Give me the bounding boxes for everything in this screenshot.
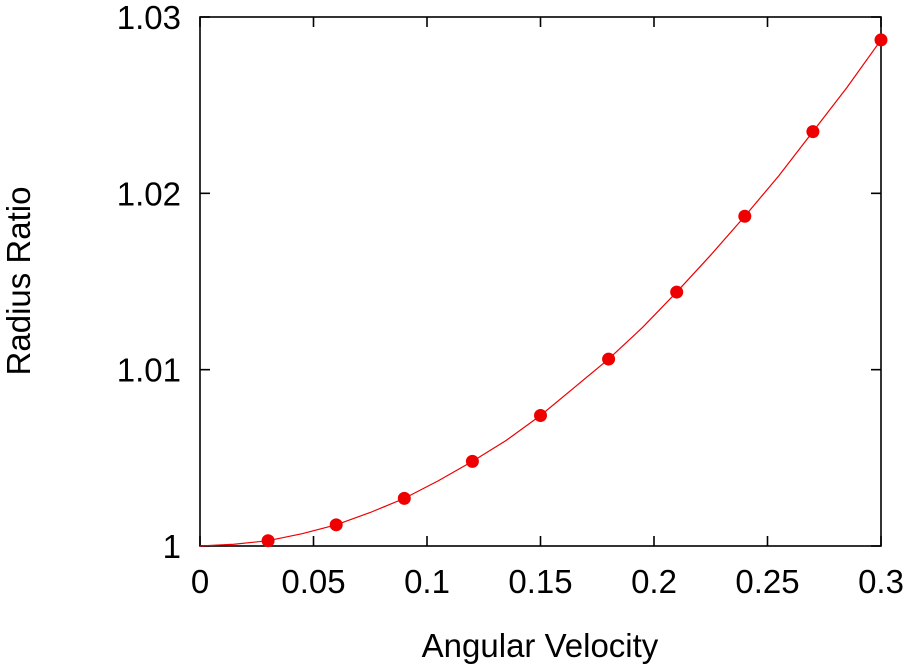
y-tick-label: 1 bbox=[163, 528, 181, 565]
y-tick-label: 1.02 bbox=[117, 175, 181, 212]
x-axis-ticks: 0 0.05 0.1 0.15 0.2 0.25 0.3 bbox=[191, 17, 904, 600]
series-layer bbox=[199, 33, 888, 548]
data-point bbox=[874, 33, 888, 47]
x-tick-label: 0.15 bbox=[508, 563, 572, 600]
x-tick-label: 0.25 bbox=[735, 563, 799, 600]
x-tick-label: 0.2 bbox=[631, 563, 677, 600]
y-axis-title: Radius Ratio bbox=[0, 187, 37, 376]
data-point bbox=[534, 409, 547, 423]
data-point bbox=[397, 491, 411, 505]
x-tick-label: 0.05 bbox=[281, 563, 345, 600]
data-point bbox=[806, 125, 820, 139]
data-point bbox=[670, 285, 684, 299]
x-tick-label: 0.3 bbox=[858, 563, 904, 600]
fit-curve-line bbox=[199, 39, 882, 547]
y-tick-label: 1.01 bbox=[117, 352, 181, 389]
data-point bbox=[261, 534, 275, 548]
x-axis-title: Angular Velocity bbox=[422, 627, 659, 664]
x-tick-label: 0.1 bbox=[404, 563, 450, 600]
y-axis-ticks: 1 1.01 1.02 1.03 bbox=[117, 0, 881, 565]
y-tick-label: 1.03 bbox=[117, 0, 181, 36]
data-point bbox=[602, 352, 616, 366]
data-point bbox=[465, 454, 479, 468]
x-tick-label: 0 bbox=[191, 563, 209, 600]
data-point bbox=[738, 209, 752, 223]
plot-frame bbox=[199, 16, 882, 547]
data-point bbox=[329, 518, 343, 532]
